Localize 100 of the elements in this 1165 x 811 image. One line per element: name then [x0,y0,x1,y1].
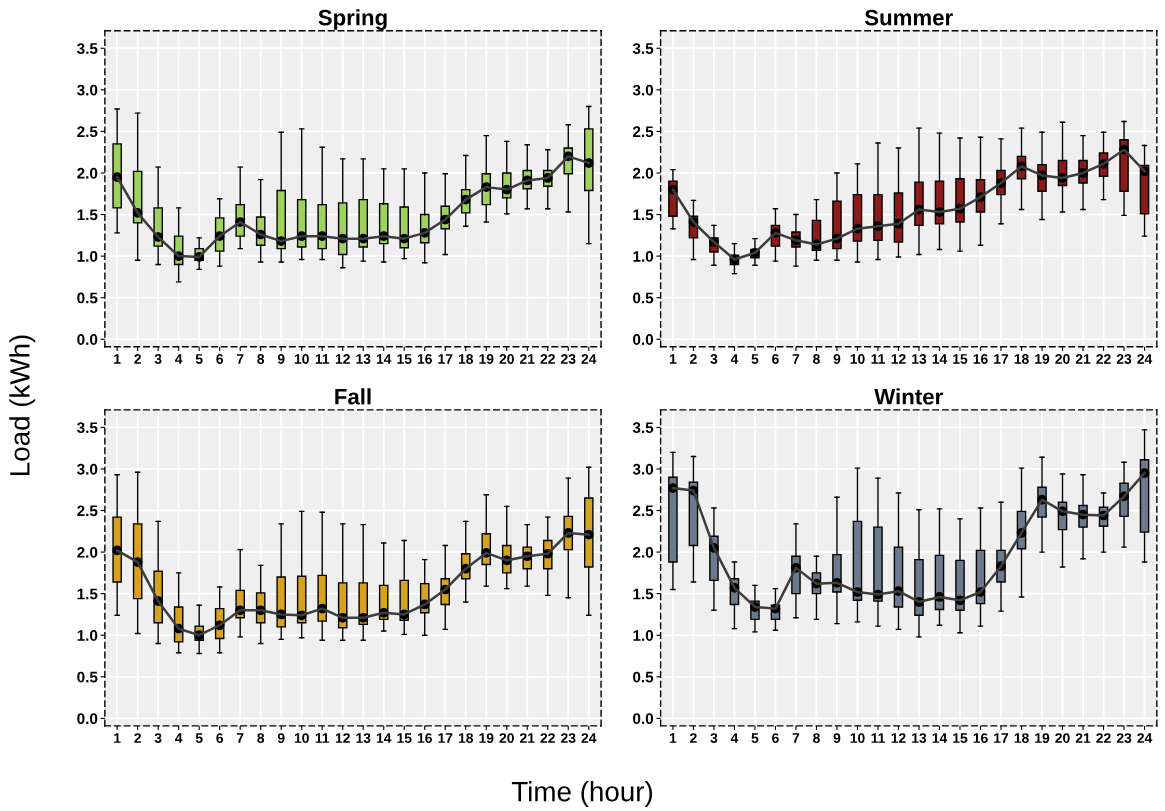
x-tick-label: 8 [813,733,820,743]
y-tick-label: 0.0 [633,713,654,725]
x-tick-label: 22 [1096,354,1111,364]
x-tick-label: 18 [1014,733,1029,743]
x-tick-label: 20 [499,354,514,364]
x-tick-label: 12 [891,733,906,743]
x-tick-label: 21 [520,354,535,364]
x-axis-title: Time (hour) [511,781,653,807]
x-tick-label: 11 [315,354,330,364]
y-tick-label: 2.5 [77,505,98,517]
y-tick-label: 3.5 [77,43,98,54]
y-tick-label: 2.5 [632,126,654,138]
x-tick-label: 13 [912,733,927,744]
x-tick-label: 24 [581,733,597,743]
x-tick-label: 21 [1075,354,1091,364]
x-tick-label: 4 [730,354,739,364]
x-tick-label: 22 [540,733,555,743]
x-tick-label: 3 [154,733,162,744]
x-tick-label: 7 [236,354,244,364]
x-tick-label: 9 [833,733,841,743]
x-tick-label: 5 [195,354,203,364]
y-tick-label: 3.0 [632,463,654,475]
x-tick-label: 9 [277,733,285,743]
y-tick-label: 0.5 [633,671,654,683]
x-tick-label: 6 [216,733,224,743]
x-tick-label: 12 [335,733,350,743]
x-tick-label: 23 [561,733,576,744]
x-tick-label: 17 [994,733,1009,743]
chart-title: Fall [335,388,371,405]
y-tick-label: 2.0 [632,546,654,558]
x-tick-label: 14 [932,354,948,364]
x-tick-label: 14 [376,733,392,743]
x-tick-label: 1 [669,354,677,364]
y-tick-label: 2.0 [77,167,98,179]
x-tick-label: 15 [397,354,412,364]
x-tick-label: 19 [479,354,494,364]
x-tick-label: 2 [134,733,141,743]
x-tick-label: 16 [417,733,432,743]
x-tick-label: 8 [257,733,265,743]
x-tick-label: 8 [257,354,265,364]
x-tick-label: 10 [294,733,309,743]
y-tick-label: 2.0 [632,167,654,179]
x-tick-label: 6 [772,354,779,364]
y-tick-label: 1.0 [633,250,654,262]
x-tick-label: 20 [499,733,514,743]
x-tick-label: 23 [1116,354,1132,364]
y-tick-label: 3.0 [77,463,98,475]
y-tick-label: 1.5 [77,588,98,600]
y-tick-label: 2.5 [77,126,98,138]
x-tick-label: 15 [953,354,968,364]
y-tick-label: 0.5 [633,292,654,304]
x-tick-label: 11 [871,733,885,743]
x-tick-label: 6 [216,354,224,364]
x-tick-label: 24 [581,354,597,364]
y-tick-label: 3.5 [632,422,654,434]
x-tick-label: 17 [994,354,1009,364]
x-tick-label: 8 [813,354,820,364]
y-tick-label: 3.5 [632,43,654,54]
x-tick-label: 15 [397,733,412,743]
x-tick-label: 13 [912,354,927,364]
y-tick-label: 3.5 [77,422,98,434]
x-tick-label: 10 [294,354,309,364]
y-tick-label: 0.5 [77,671,98,683]
x-tick-label: 10 [850,354,865,364]
x-tick-label: 13 [356,733,371,744]
x-tick-label: 2 [690,733,697,743]
x-tick-label: 19 [1035,354,1050,364]
y-tick-label: 1.5 [77,209,98,221]
x-tick-label: 7 [792,354,800,364]
x-tick-label: 1 [669,733,677,743]
y-tick-label: 0.5 [77,292,98,304]
x-tick-label: 14 [376,354,392,364]
x-tick-label: 22 [540,354,555,364]
x-tick-label: 22 [1096,733,1111,743]
x-tick-label: 24 [1137,733,1153,743]
x-tick-label: 3 [710,354,718,364]
x-tick-label: 21 [520,733,535,743]
y-tick-label: 3.0 [632,84,654,96]
x-tick-label: 4 [175,354,183,364]
x-tick-label: 16 [973,354,988,364]
x-tick-label: 1 [114,733,121,743]
x-tick-label: 11 [315,733,330,743]
x-tick-label: 5 [195,733,203,743]
x-tick-label: 12 [335,354,350,364]
x-tick-label: 2 [134,354,141,364]
x-tick-label: 17 [438,733,453,743]
x-tick-label: 18 [458,733,474,743]
x-tick-label: 15 [953,733,968,743]
y-tick-label: 1.5 [633,209,654,221]
chart-title: Spring [318,9,387,30]
x-tick-label: 21 [1075,733,1091,743]
chart-title: Winter [874,388,943,405]
x-tick-label: 3 [710,733,718,744]
x-tick-label: 12 [891,354,906,364]
x-tick-label: 13 [356,354,371,364]
x-tick-label: 4 [175,733,183,743]
x-tick-label: 18 [458,354,474,364]
x-tick-label: 23 [1116,733,1132,744]
x-tick-label: 14 [932,733,948,743]
x-tick-label: 20 [1055,354,1070,364]
